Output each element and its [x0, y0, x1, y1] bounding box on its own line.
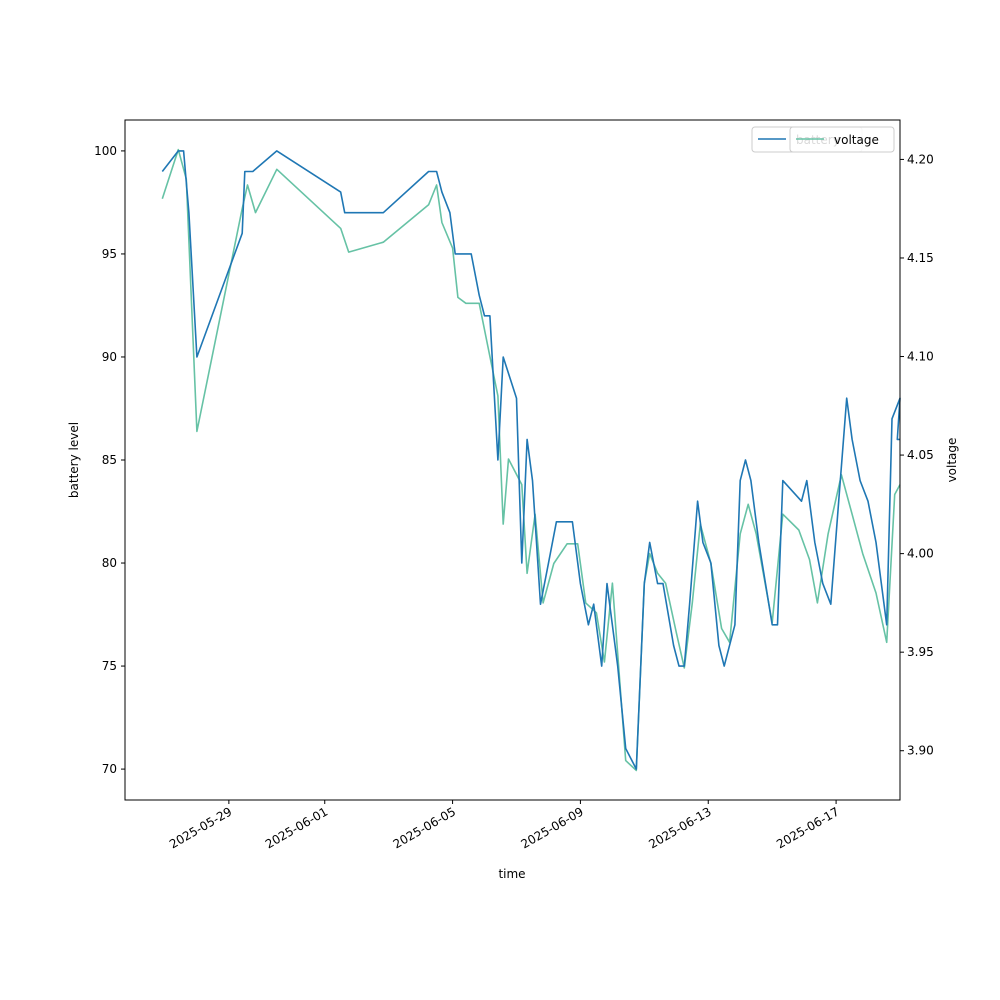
- series-line-battery: [161, 150, 901, 770]
- y2-tick-label: 4.10: [907, 350, 934, 364]
- legend-entry-voltage: voltage: [789, 126, 895, 153]
- series-line-voltage: [161, 148, 901, 772]
- y2-tick-label: 4.00: [907, 547, 934, 561]
- x-axis-title: time: [498, 867, 525, 881]
- y2-tick-label: 4.15: [907, 251, 934, 265]
- y-tick-label: 100: [94, 144, 117, 158]
- y2-tick-label: 3.90: [907, 744, 934, 758]
- y-tick-label: 90: [102, 350, 117, 364]
- legend-label: voltage: [834, 133, 879, 147]
- y2-tick-label: 4.05: [907, 448, 934, 462]
- y2-tick-label: 3.95: [907, 645, 934, 659]
- y-tick-label: 85: [102, 453, 117, 467]
- y-tick-label: 80: [102, 556, 117, 570]
- y-axis-right: 3.90 3.95 4.00 4.05 4.10 4.15 4.20: [900, 152, 934, 758]
- y-tick-label: 95: [102, 247, 117, 261]
- y2-tick-label: 4.20: [907, 152, 934, 166]
- y2-axis-title: voltage: [945, 438, 959, 483]
- legend-box: [789, 126, 895, 153]
- y-axis-title: battery level: [67, 422, 81, 498]
- y-axis-left: 70 75 80 85 90 95 100: [94, 144, 125, 776]
- y-tick-label: 70: [102, 762, 117, 776]
- legend: batteryvoltage: [751, 126, 895, 153]
- plot-area: [161, 148, 901, 772]
- y-tick-label: 75: [102, 659, 117, 673]
